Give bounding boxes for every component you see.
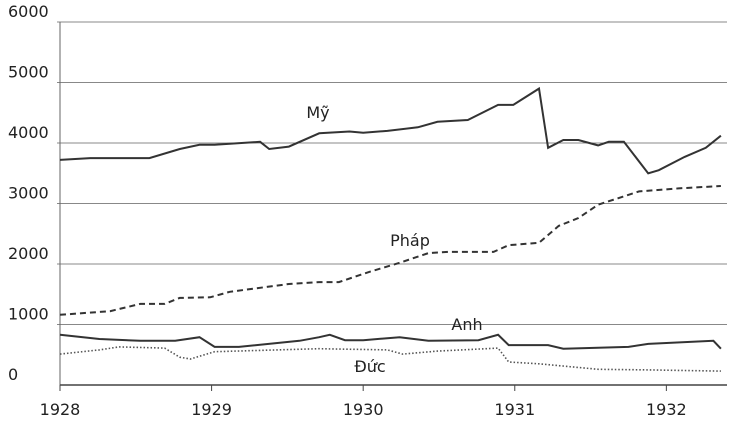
x-tick-label: 1928 xyxy=(40,400,81,419)
series-label: Anh xyxy=(451,315,482,334)
series-label: Mỹ xyxy=(306,103,329,122)
series-label: Đức xyxy=(354,357,385,376)
y-tick-label: 6000 xyxy=(8,2,49,21)
x-tick-label: 1932 xyxy=(646,400,687,419)
y-tick-label: 3000 xyxy=(8,184,49,203)
y-tick-label: 1000 xyxy=(8,305,49,324)
line-0 xyxy=(59,86,722,175)
y-tick-label: 4000 xyxy=(8,123,49,142)
line-3 xyxy=(59,346,721,372)
y-tick-label: 5000 xyxy=(8,63,49,82)
x-tick-label: 1930 xyxy=(343,400,384,419)
line-1 xyxy=(59,185,721,316)
y-tick-label: 2000 xyxy=(8,244,49,263)
line-2 xyxy=(59,333,722,350)
y-tick-label: 0 xyxy=(8,365,18,384)
x-tick-label: 1929 xyxy=(191,400,232,419)
series-label: Pháp xyxy=(390,231,430,250)
x-tick-label: 1931 xyxy=(494,400,535,419)
